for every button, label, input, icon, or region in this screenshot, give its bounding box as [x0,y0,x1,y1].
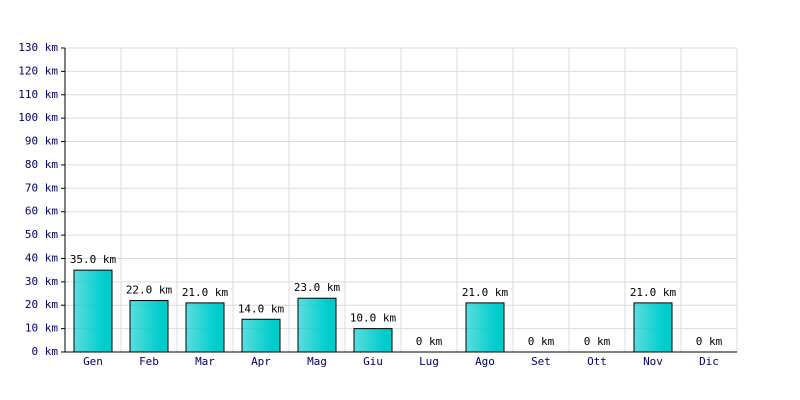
value-label: 35.0 km [70,253,117,266]
y-tick-label: 10 km [25,322,58,335]
y-tick-label: 130 km [18,41,58,54]
value-label: 14.0 km [238,302,285,315]
x-tick-label: Dic [699,355,719,368]
bar [73,269,113,353]
x-tick-label: Mag [307,355,327,368]
x-tick-label: Ott [587,355,607,368]
x-tick-label: Gen [83,355,103,368]
y-tick-label: 100 km [18,111,58,124]
bar [241,318,281,353]
x-tick-label: Apr [251,355,271,368]
value-label: 0 km [416,335,443,348]
value-label: 21.0 km [182,286,229,299]
value-label: 21.0 km [462,286,509,299]
y-tick-label: 20 km [25,298,58,311]
y-tick-label: 0 km [32,345,59,358]
x-tick-label: Set [531,355,551,368]
x-tick-label: Mar [195,355,215,368]
value-label: 0 km [528,335,555,348]
bar [129,300,169,353]
bar [633,302,673,353]
bar [185,302,225,353]
y-tick-label: 80 km [25,158,58,171]
y-tick-label: 110 km [18,88,58,101]
x-tick-label: Ago [475,355,495,368]
x-tick-label: Giu [363,355,383,368]
y-tick-label: 120 km [18,64,58,77]
y-tick-label: 30 km [25,275,58,288]
value-label: 0 km [584,335,611,348]
value-label: 21.0 km [630,286,677,299]
value-label: 23.0 km [294,281,341,294]
bar [297,297,337,353]
y-tick-label: 70 km [25,181,58,194]
value-label: 10.0 km [350,312,397,325]
x-tick-label: Lug [419,355,439,368]
y-tick-label: 50 km [25,228,58,241]
y-tick-label: 60 km [25,205,58,218]
x-tick-label: Feb [139,355,159,368]
value-label: 0 km [696,335,723,348]
value-label: 22.0 km [126,284,173,297]
bar [353,328,393,353]
y-tick-label: 40 km [25,251,58,264]
bar [465,302,505,353]
x-tick-label: Nov [643,355,663,368]
y-tick-label: 90 km [25,135,58,148]
